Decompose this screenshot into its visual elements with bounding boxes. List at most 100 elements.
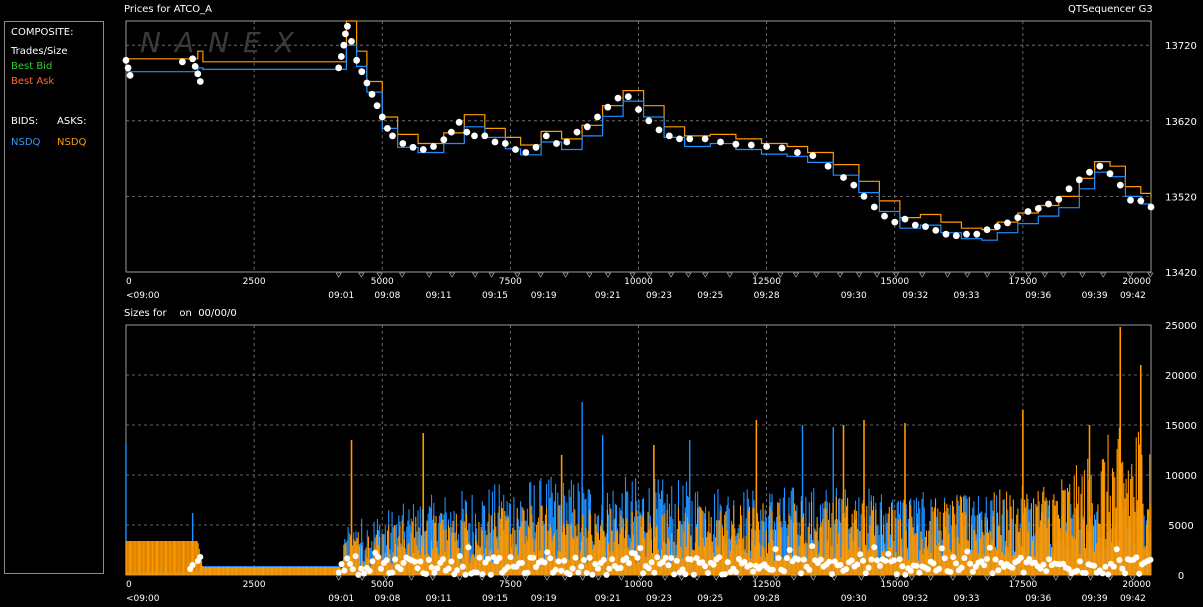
size-y-tick-label: 10000 [1165, 471, 1197, 482]
size-time-label: 09:28 [754, 594, 780, 604]
trade-point [481, 132, 489, 140]
price-time-marker [856, 272, 863, 278]
price-x-tick-label: 2500 [243, 277, 266, 287]
trade-size-point [964, 548, 971, 555]
trade-size-point [459, 563, 466, 570]
trade-size-point [958, 564, 965, 571]
trade-size-point [741, 558, 748, 565]
size-time-marker [1107, 575, 1114, 581]
price-time-label: <09:00 [126, 291, 160, 301]
legend-trades: Trades/Size [11, 46, 68, 57]
price-x-tick-label: 7500 [499, 277, 522, 287]
size-time-marker [927, 575, 934, 581]
legend-asks: ASKS: [57, 116, 87, 127]
trade-size-point [829, 571, 835, 578]
size-time-marker [429, 575, 436, 581]
trade-point [196, 78, 204, 85]
trade-point [870, 203, 878, 211]
size-time-marker [543, 575, 551, 581]
trade-point [122, 56, 130, 64]
trade-point [335, 64, 343, 72]
size-time-marker [383, 575, 390, 581]
trade-size-point [671, 571, 678, 578]
trade-size-point [1074, 567, 1081, 574]
trade-size-point [518, 559, 525, 566]
trade-point [542, 132, 550, 140]
trade-point [384, 124, 391, 132]
trade-size-point [383, 557, 390, 564]
trade-point [363, 79, 371, 87]
trade-point [399, 140, 407, 147]
size-time-marker [1010, 575, 1017, 581]
trade-size-point [361, 570, 368, 577]
price-time-label: 09:11 [426, 291, 452, 301]
size-time-marker [637, 575, 644, 581]
trade-size-point [817, 556, 824, 563]
trade-point [378, 113, 386, 121]
trade-size-point [1082, 570, 1089, 576]
trade-point [373, 102, 381, 110]
trade-point [126, 72, 134, 79]
legend-bids: BIDS: [11, 116, 39, 127]
chart-title: Prices for ATCO_A [124, 4, 212, 15]
trade-point [1014, 214, 1022, 222]
trade-point [573, 128, 581, 136]
trade-point [512, 146, 519, 153]
trade-size-point [358, 565, 365, 572]
size-time-marker [773, 575, 780, 581]
trade-point [194, 70, 202, 78]
size-time-marker [790, 575, 797, 581]
size-time-marker [858, 575, 865, 581]
price-time-marker [426, 272, 433, 278]
size-y-tick-label: 20000 [1165, 371, 1197, 382]
trade-point [340, 41, 348, 49]
trade-size-point [682, 571, 689, 578]
price-time-marker [777, 272, 784, 278]
price-time-marker [537, 272, 544, 278]
trade-point [440, 136, 448, 144]
trade-size-point [1113, 546, 1120, 553]
price-time-marker [813, 272, 820, 278]
size-time-marker [810, 575, 817, 581]
price-time-label: 09:23 [646, 291, 672, 301]
price-time-marker [586, 272, 593, 278]
trade-size-point [936, 565, 943, 572]
trade-size-point [431, 569, 438, 576]
trade-size-point [871, 544, 878, 551]
trade-point [993, 223, 1001, 231]
price-time-marker [358, 272, 365, 278]
size-time-marker [479, 575, 486, 581]
trade-size-point [473, 569, 480, 576]
trade-point [922, 223, 929, 231]
trade-point [676, 135, 683, 143]
trade-point [189, 55, 197, 63]
price-time-marker [1060, 272, 1067, 278]
trade-size-point [558, 567, 565, 574]
trade-point [419, 146, 427, 153]
trade-size-point [392, 556, 399, 563]
size-time-marker [908, 575, 915, 581]
price-time-marker [702, 272, 709, 278]
size-x-tick-label: 12500 [752, 580, 781, 590]
trade-size-point [600, 556, 607, 563]
size-y-tick-label: 0 [1178, 571, 1184, 582]
size-x-tick-label: 0 [126, 580, 132, 590]
size-time-marker [893, 575, 900, 581]
trade-size-point [735, 556, 742, 562]
trade-size-point [1065, 566, 1072, 572]
size-time-marker [831, 575, 838, 581]
trade-size-point [366, 568, 373, 574]
price-time-marker [668, 272, 675, 278]
trade-point [911, 221, 919, 229]
price-time-marker [646, 272, 653, 278]
trade-size-point [507, 554, 514, 561]
trade-size-point [369, 558, 376, 565]
trade-size-point [876, 562, 883, 569]
trade-size-point [428, 564, 435, 571]
trade-point [1024, 208, 1032, 215]
trade-size-point [552, 566, 559, 573]
trade-size-point [798, 570, 804, 577]
price-time-marker [837, 272, 844, 278]
trade-point [124, 64, 132, 72]
trade-point [604, 103, 612, 111]
